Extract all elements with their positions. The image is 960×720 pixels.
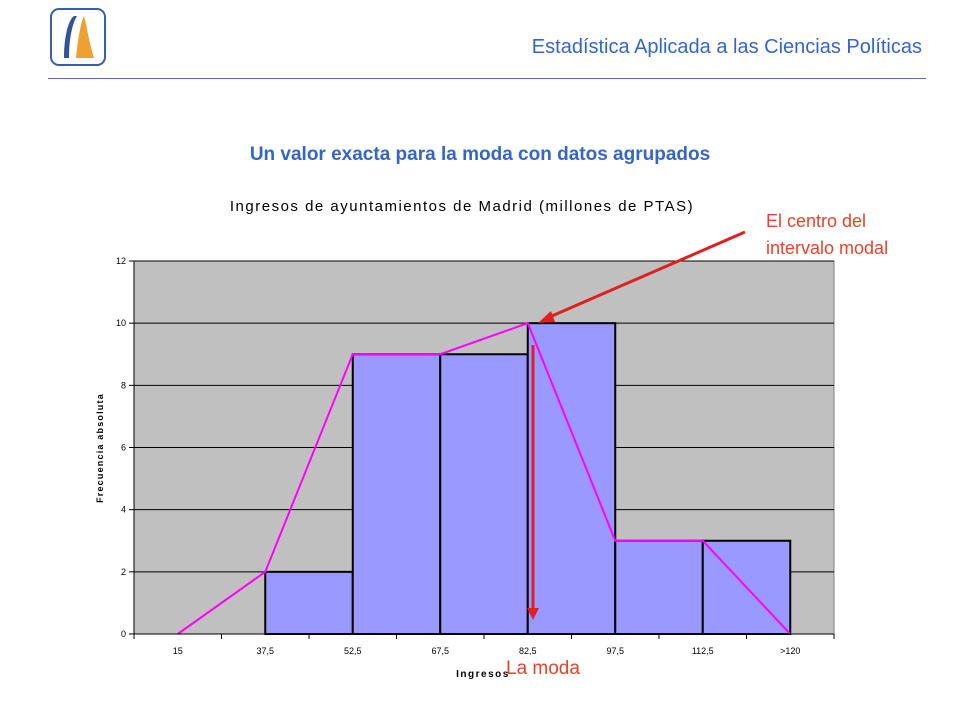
x-tick-label-0: 15 (173, 646, 183, 656)
x-axis-ticks: 15 37,5 52,5 67,5 82,5 97,5 112,5 >120 (133, 633, 835, 656)
arrowhead-modal-center (538, 311, 555, 323)
x-tick-label-2: 52,5 (344, 646, 362, 656)
slide-subtitle: Un valor exacta para la moda con datos a… (249, 144, 711, 165)
y-tick-label-5: 10 (116, 318, 126, 328)
y-tick-label-2: 4 (121, 505, 126, 515)
y-tick-label-4: 8 (121, 380, 126, 390)
header-title: Estadística Aplicada a las Ciencias Polí… (531, 36, 922, 58)
y-tick-label-1: 2 (121, 567, 126, 577)
frequency-polygon-line (177, 321, 791, 635)
bar-3 (526, 322, 617, 635)
bar-0 (264, 570, 354, 635)
arrow-to-modal-center (544, 230, 746, 321)
x-tick-label-3: 67,5 (431, 646, 449, 656)
logo (50, 8, 106, 66)
bar-4 (614, 539, 704, 635)
x-tick-label-4: 82,5 (519, 646, 537, 656)
x-tick-label-5: 97,5 (606, 646, 624, 656)
y-tick-label-3: 6 (121, 443, 126, 453)
bar-2 (439, 353, 529, 635)
frequency-polygon (177, 321, 791, 635)
bars (264, 322, 792, 635)
annotation-modal-center: El centro del intervalo modal (766, 208, 888, 262)
y-tick-label-6: 12 (116, 256, 126, 266)
x-tick-label-7: >120 (780, 646, 800, 656)
y-axis-ticks: 0 2 4 6 8 10 12 (116, 256, 135, 639)
x-axis-label: Ingresos (456, 669, 510, 680)
x-tick-label-1: 37,5 (256, 646, 274, 656)
header-divider (48, 78, 926, 79)
arrowhead-mode (527, 608, 539, 620)
x-tick-label-6: 112,5 (692, 646, 714, 656)
annotation-modal-center-line1: El centro del (766, 211, 867, 231)
bar-1 (351, 353, 442, 635)
y-tick-label-0: 0 (121, 629, 126, 639)
annotation-mode: La moda (506, 658, 580, 679)
y-axis-label: Frecuencia absoluta (95, 393, 105, 503)
annotation-modal-center-line2: intervalo modal (766, 238, 889, 258)
chart-title: Ingresos de ayuntamientos de Madrid (mil… (230, 198, 694, 215)
